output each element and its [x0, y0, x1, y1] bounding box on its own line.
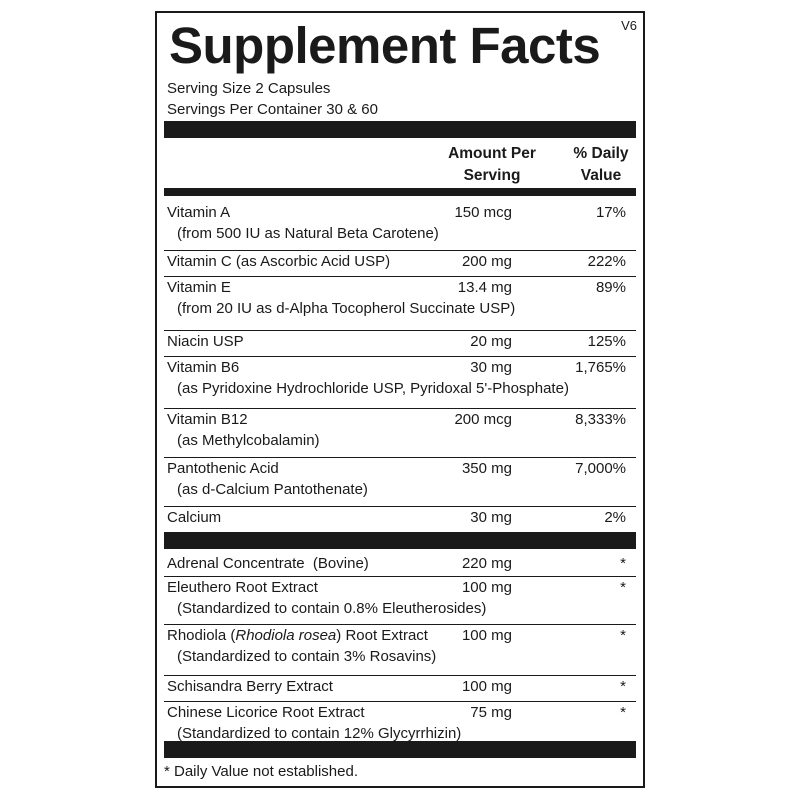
ingredient-amount: 75 mg [470, 704, 512, 721]
nutrient-row: Vitamin A 150 mcg 17% (from 500 IU as Na… [164, 202, 636, 251]
nutrient-name: Niacin USP [167, 333, 244, 350]
nutrient-dv: 1,765% [575, 359, 626, 376]
ingredient-name: Adrenal Concentrate (Bovine) [167, 555, 369, 572]
ingredient-dv: * [620, 555, 626, 572]
nutrient-amount: 20 mg [470, 333, 512, 350]
ingredient-standardization: (Standardized to contain 0.8% Eleutheros… [177, 600, 487, 617]
ingredient-row: Schisandra Berry Extract 100 mg * [164, 676, 636, 702]
servings-per-container: Servings Per Container 30 & 60 [167, 101, 378, 118]
ingredient-row: Adrenal Concentrate (Bovine) 220 mg * [164, 553, 636, 577]
daily-value-footnote: * Daily Value not established. [164, 763, 359, 780]
amount-header-line1: Amount Per [448, 145, 536, 162]
ingredient-row: Chinese Licorice Root Extract 75 mg * (S… [164, 702, 636, 750]
ingredient-amount: 220 mg [461, 555, 512, 572]
medium-divider [164, 188, 636, 196]
serving-size: Serving Size 2 Capsules [167, 80, 331, 97]
nutrient-dv: 17% [595, 204, 626, 221]
ingredient-latin-name: Rhodiola rosea [235, 627, 337, 644]
panel-title: Supplement Facts [169, 17, 601, 74]
nutrient-source: (from 20 IU as d-Alpha Tocopherol Succin… [177, 300, 516, 317]
thick-divider-bottom [164, 741, 636, 758]
nutrient-row: Calcium 30 mg 2% [164, 507, 636, 531]
ingredient-name: Eleuthero Root Extract [167, 579, 318, 596]
ingredient-row: Eleuthero Root Extract 100 mg * (Standar… [164, 577, 636, 625]
nutrient-source: (as Pyridoxine Hydrochloride USP, Pyrido… [177, 380, 569, 397]
ingredient-standardization: (Standardized to contain 12% Glycyrrhizi… [177, 725, 462, 742]
nutrient-amount: 350 mg [461, 460, 512, 477]
nutrient-source: (from 500 IU as Natural Beta Carotene) [177, 225, 439, 242]
nutrient-name: Vitamin A [167, 204, 231, 221]
ingredient-name: Chinese Licorice Root Extract [167, 704, 365, 721]
nutrient-amount: 200 mg [461, 253, 512, 270]
nutrient-dv: 89% [595, 279, 626, 296]
nutrient-amount: 13.4 mg [457, 279, 512, 296]
nutrient-dv: 7,000% [575, 460, 626, 477]
nutrient-name: Vitamin E [167, 279, 231, 296]
daily-value-header: % Daily Value [561, 143, 641, 187]
ingredient-name: Rhodiola (Rhodiola rosea) Root Extract [167, 625, 428, 646]
ingredient-name: Schisandra Berry Extract [167, 678, 333, 695]
nutrient-dv: 2% [604, 509, 626, 526]
nutrient-source: (as Methylcobalamin) [177, 432, 320, 449]
ingredient-dv: * [620, 627, 626, 644]
version-code: V6 [621, 18, 637, 33]
nutrient-name: Vitamin B6 [167, 359, 240, 376]
dv-header-line1: % Daily [573, 145, 629, 162]
ingredient-name-prefix: Rhodiola ( [167, 627, 236, 644]
nutrient-dv: 125% [587, 333, 626, 350]
nutrient-row: Vitamin C (as Ascorbic Acid USP) 200 mg … [164, 251, 636, 277]
nutrient-dv: 222% [587, 253, 626, 270]
nutrient-amount: 150 mcg [454, 204, 512, 221]
amount-per-serving-header: Amount Per Serving [442, 143, 542, 187]
nutrient-amount: 200 mcg [454, 411, 512, 428]
ingredient-dv: * [620, 704, 626, 721]
nutrient-row: Niacin USP 20 mg 125% [164, 331, 636, 357]
ingredient-standardization: (Standardized to contain 3% Rosavins) [177, 648, 437, 665]
nutrient-name: Vitamin C (as Ascorbic Acid USP) [167, 253, 391, 270]
nutrient-row: Pantothenic Acid 350 mg 7,000% (as d-Cal… [164, 458, 636, 507]
nutrient-dv: 8,333% [575, 411, 626, 428]
nutrient-row: Vitamin B6 30 mg 1,765% (as Pyridoxine H… [164, 357, 636, 409]
supplement-facts-panel: Supplement Facts V6 Serving Size 2 Capsu… [155, 11, 645, 788]
nutrient-name: Calcium [167, 509, 222, 526]
nutrient-amount: 30 mg [470, 509, 512, 526]
ingredient-amount: 100 mg [461, 627, 512, 644]
ingredient-dv: * [620, 678, 626, 695]
nutrient-source: (as d-Calcium Pantothenate) [177, 481, 368, 498]
ingredient-name-suffix: ) Root Extract [336, 627, 428, 644]
nutrient-name: Vitamin B12 [167, 411, 248, 428]
dv-header-line2: Value [580, 167, 622, 184]
amount-header-line2: Serving [463, 167, 521, 184]
thick-divider-top [164, 121, 636, 138]
ingredient-amount: 100 mg [461, 579, 512, 596]
nutrient-row: Vitamin E 13.4 mg 89% (from 20 IU as d-A… [164, 277, 636, 331]
ingredient-amount: 100 mg [461, 678, 512, 695]
nutrient-row: Vitamin B12 200 mcg 8,333% (as Methylcob… [164, 409, 636, 458]
ingredient-dv: * [620, 579, 626, 596]
nutrient-amount: 30 mg [470, 359, 512, 376]
ingredient-row: Rhodiola (Rhodiola rosea) Root Extract 1… [164, 625, 636, 676]
nutrient-name: Pantothenic Acid [167, 460, 279, 477]
thick-divider-middle [164, 532, 636, 549]
